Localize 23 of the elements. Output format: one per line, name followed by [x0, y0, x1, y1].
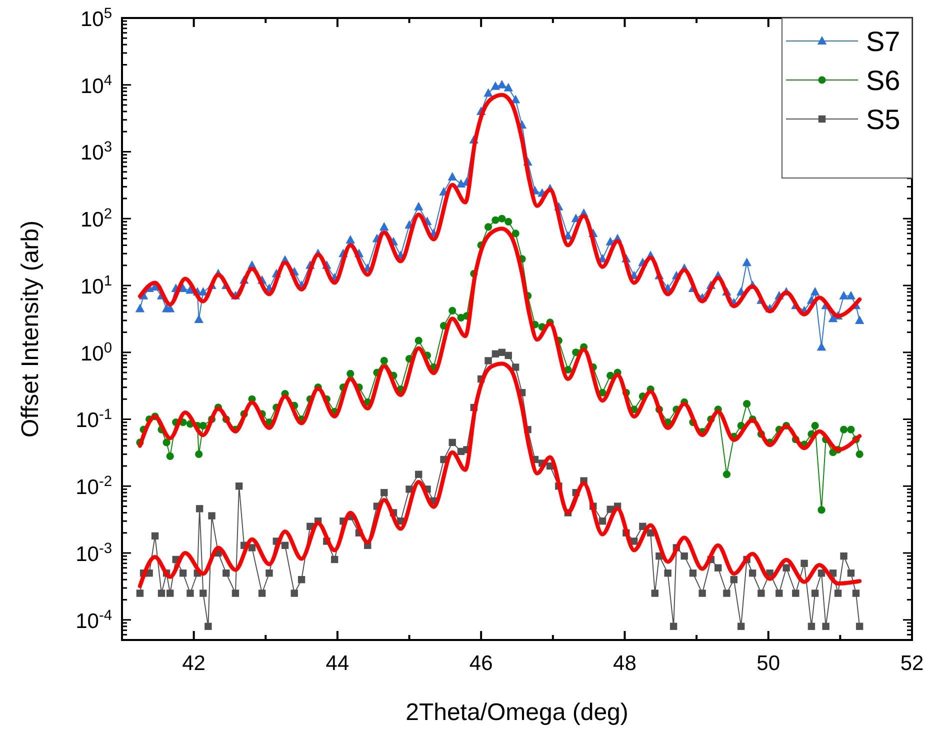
x-tick-label: 50 [756, 652, 780, 675]
line-series [138, 362, 862, 588]
y-tick-label: 10$^{3}$ [80, 140, 112, 165]
y-tick-label: 10$^{5}$ [80, 6, 112, 31]
legend-label: S5 [866, 104, 900, 135]
y-tick-label: 10$^{4}$ [80, 72, 112, 98]
y-tick-label: 10$^{1}$ [80, 273, 112, 298]
line-series [138, 226, 862, 452]
legend-label: S7 [866, 26, 900, 57]
y-tick-label: 10$^{0}$ [80, 340, 112, 366]
y-tick-label: 10$^{2}$ [80, 206, 112, 232]
x-tick-label: 42 [182, 652, 206, 675]
legend-label: S6 [866, 65, 900, 96]
x-tick-label: 44 [326, 652, 350, 675]
x-tick-label: 48 [613, 652, 636, 675]
y-tick-label: 10$^{-1}$ [76, 407, 112, 432]
x-tick-label: 52 [900, 652, 924, 675]
x-tick-label: 46 [469, 652, 493, 675]
y-tick-label: 10$^{-4}$ [76, 608, 112, 633]
y-tick-label: 10$^{-3}$ [76, 540, 112, 566]
x-axis-title: 2Theta/Omega (deg) [406, 699, 628, 726]
y-tick-label: 10$^{-2}$ [76, 474, 112, 500]
y-axis-title: Offset Intensity (arb) [17, 220, 44, 438]
